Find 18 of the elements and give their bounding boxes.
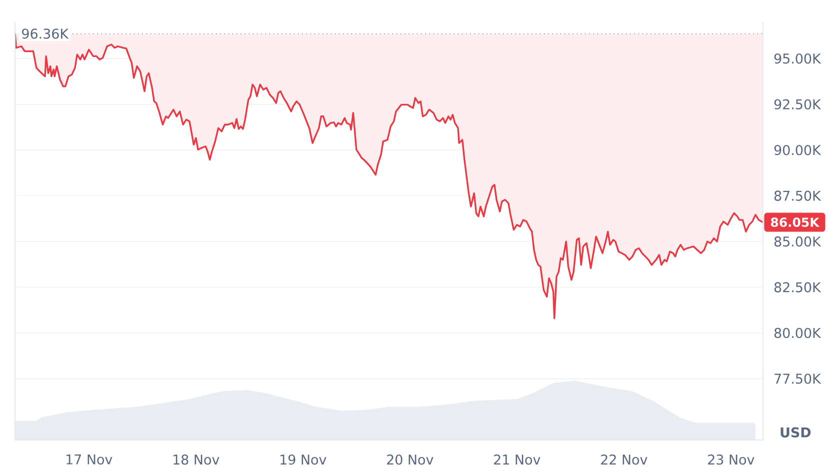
x-tick-label: 19 Nov [280,454,326,465]
y-tick-label: 77.50K [774,374,822,384]
x-tick-label: 20 Nov [387,454,434,465]
y-tick-label: 85.00K [774,236,822,247]
y-tick-label: 82.50K [774,282,822,292]
y-tick-label: 92.50K [774,99,822,110]
x-tick-label: 17 Nov [66,454,112,464]
y-tick-label: 90.00K [774,144,822,156]
annotation: 86.05K [770,218,820,227]
y-tick-label: 80.00K [774,328,822,338]
ref-line-label: 96.36K [22,28,69,39]
x-tick-label: 22 Nov [601,454,648,465]
y-axis-title: USD [780,427,811,438]
x-tick-label: 18 Nov [174,454,220,465]
y-tick-label: 95.00K [774,53,822,64]
x-tick-label: 21 Nov [494,454,540,465]
y-tick-label: 87.50K [774,190,822,201]
x-tick-label: 23 Nov [708,454,754,465]
